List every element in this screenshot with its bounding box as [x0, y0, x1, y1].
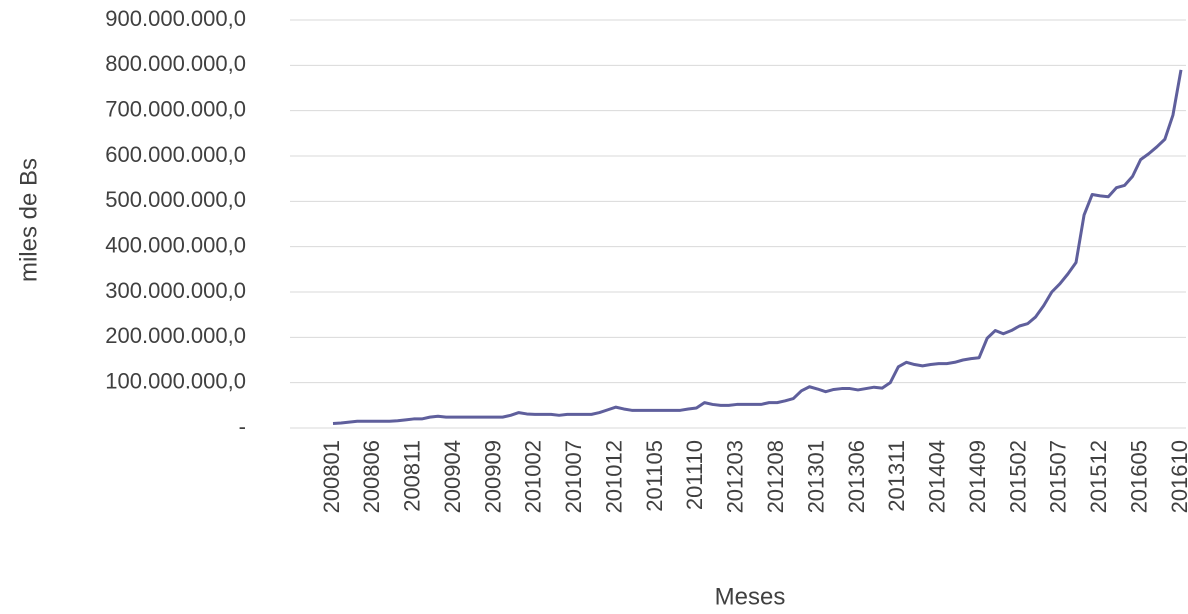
x-tick-label: 200811: [400, 440, 425, 512]
y-axis-title: miles de Bs: [15, 158, 42, 282]
data-line: [332, 69, 1183, 425]
x-tick-label: 201203: [723, 440, 748, 513]
x-tick-label: 201306: [844, 440, 869, 513]
x-tick-label: 201110: [682, 440, 707, 510]
x-tick-label: 201502: [1005, 440, 1030, 513]
y-tick-label: 600.000.000,0: [105, 142, 246, 167]
x-tick-label: 201409: [965, 440, 990, 513]
x-tick-label: 200801: [319, 440, 344, 513]
x-tick-label: 201012: [601, 440, 626, 513]
x-tick-label: 200904: [440, 440, 465, 513]
x-tick-label: 200806: [359, 440, 384, 513]
y-tick-label: 800.000.000,0: [105, 51, 246, 76]
x-tick-label: 201301: [803, 440, 828, 513]
y-tick-label: 500.000.000,0: [105, 187, 246, 212]
y-tick-label: 200.000.000,0: [105, 323, 246, 348]
y-tick-label: 900.000.000,0: [105, 6, 246, 31]
x-tick-label: 201002: [521, 440, 546, 513]
x-tick-label: 201105: [642, 440, 667, 512]
x-tick-label: 200909: [480, 440, 505, 513]
y-tick-label: 400.000.000,0: [105, 232, 246, 257]
x-tick-label: 201512: [1086, 440, 1111, 513]
y-tick-label: 100.000.000,0: [105, 368, 246, 393]
x-tick-label: 201610: [1167, 440, 1188, 513]
x-tick-label: 201507: [1046, 440, 1071, 513]
x-axis-title: Meses: [715, 583, 786, 610]
x-tick-label: 201208: [763, 440, 788, 513]
x-tick-label: 201605: [1126, 440, 1151, 513]
x-tick-label: 201007: [561, 440, 586, 513]
y-tick-label: 700.000.000,0: [105, 96, 246, 121]
y-tick-label: 300.000.000,0: [105, 278, 246, 303]
y-tick-label: -: [239, 414, 246, 439]
x-tick-label: 201311: [884, 440, 909, 512]
x-tick-label: 201404: [925, 440, 950, 513]
